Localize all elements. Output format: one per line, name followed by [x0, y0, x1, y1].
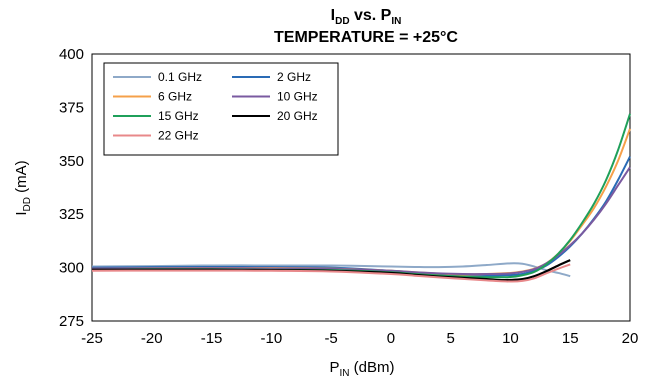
y-tick-label: 375 — [59, 99, 84, 116]
x-tick-label: -15 — [201, 330, 223, 347]
x-tick-label: 5 — [446, 330, 454, 347]
x-tick-label: 0 — [387, 330, 395, 347]
plot-area — [91, 53, 631, 322]
series-line-2-ghz — [91, 156, 631, 277]
legend-label: 2 GHz — [277, 70, 311, 84]
y-tick-label: 400 — [59, 46, 84, 63]
series-line-22-ghz — [91, 263, 571, 283]
chart-title-line2: TEMPERATURE = +25°C — [274, 29, 458, 46]
x-tick-label: 15 — [562, 330, 579, 347]
legend-label: 0.1 GHz — [158, 70, 202, 84]
x-axis-label: PIN (dBm) — [329, 359, 394, 378]
series-line-10-ghz — [91, 166, 631, 276]
x-axis-ticks: -25 -20 -15 -10 -5 0 5 10 15 20 — [81, 330, 638, 347]
x-tick-label: 20 — [622, 330, 639, 347]
legend-label: 10 GHz — [277, 90, 318, 104]
y-tick-label: 275 — [59, 313, 84, 330]
y-tick-label: 325 — [59, 206, 84, 223]
x-tick-label: 10 — [502, 330, 519, 347]
legend-label: 15 GHz — [158, 109, 199, 123]
legend-box — [103, 62, 339, 156]
legend-label: 20 GHz — [277, 109, 318, 123]
x-tick-label: -10 — [260, 330, 282, 347]
x-tick-label: -5 — [324, 330, 337, 347]
legend-label: 22 GHz — [158, 129, 199, 143]
legend-label: 6 GHz — [158, 90, 192, 104]
chart-title-line1: IDD vs. PIN — [331, 7, 402, 27]
y-axis-label: IDD (mA) — [13, 160, 33, 215]
legend: 0.1 GHz 2 GHz 6 GHz 10 GHz 15 GHz 20 GHz 22 GH… — [103, 62, 339, 156]
y-tick-label: 350 — [59, 153, 84, 170]
y-axis-ticks: 275 300 325 350 375 400 — [59, 46, 84, 330]
x-tick-label: -25 — [81, 330, 103, 347]
plot-frame — [91, 53, 631, 322]
series-lines — [91, 113, 631, 283]
x-tick-label: -20 — [141, 330, 163, 347]
y-tick-label: 300 — [59, 260, 84, 277]
